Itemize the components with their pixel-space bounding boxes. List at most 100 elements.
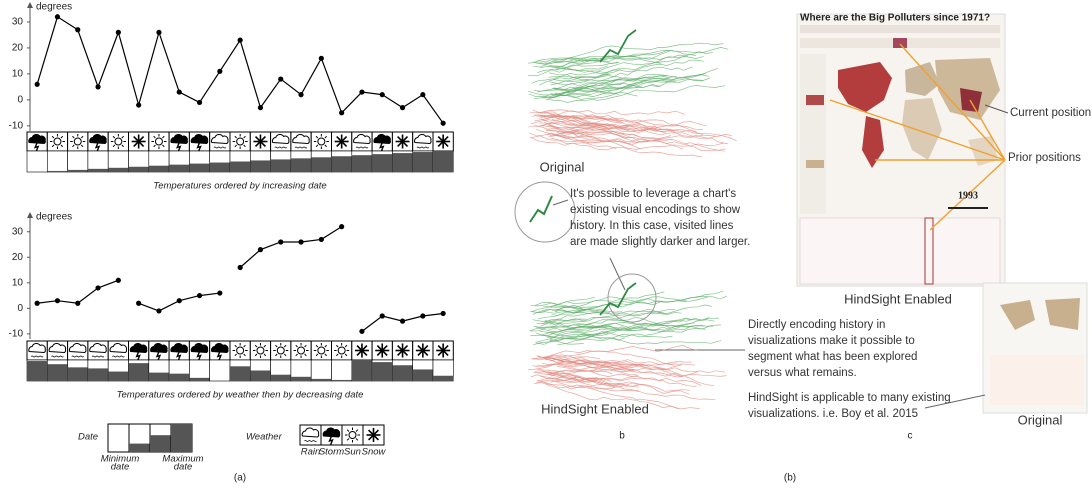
date-cell	[311, 360, 331, 381]
weather-icon	[375, 344, 389, 358]
legend-max-date: date	[174, 462, 193, 473]
date-bar	[392, 153, 412, 172]
date-bar	[149, 373, 169, 381]
date-bar	[413, 152, 433, 172]
panel-label: (b)	[784, 473, 796, 484]
country-list-selected	[806, 95, 824, 105]
date-cell	[332, 360, 352, 381]
annotation: visualizations make it possible to	[748, 335, 915, 347]
temperature-line	[240, 227, 342, 268]
temperature-point	[217, 69, 222, 74]
sun	[155, 138, 162, 145]
weather-icon	[132, 135, 146, 149]
original-history	[990, 355, 1084, 405]
date-cell	[47, 151, 67, 172]
date-bar	[47, 171, 67, 172]
date-bar	[88, 368, 108, 381]
weather-icon	[111, 134, 126, 149]
y-tick-label: 30	[12, 226, 24, 237]
weather-icon	[345, 428, 360, 443]
weather-icon	[396, 135, 410, 149]
date-bar	[129, 167, 149, 172]
date-bar	[169, 165, 189, 172]
temperature-point	[177, 89, 182, 94]
weather-icon	[396, 344, 410, 358]
visited-zoom	[530, 196, 552, 222]
country-list	[800, 54, 826, 214]
temperature-point	[197, 100, 202, 105]
date-bar	[108, 168, 128, 172]
temperature-point	[156, 30, 161, 35]
history-chart	[800, 218, 1000, 284]
legend-date-bar	[171, 424, 192, 452]
temperature-line	[37, 17, 443, 123]
y-tick-label: 30	[12, 17, 24, 28]
temperature-point	[136, 301, 141, 306]
date-bar	[169, 374, 189, 381]
date-bar	[352, 360, 372, 381]
temperature-point	[197, 293, 202, 298]
temperature-point	[116, 30, 121, 35]
date-bar	[372, 154, 392, 172]
date-bar	[88, 169, 108, 172]
temperature-point	[380, 92, 385, 97]
y-axis-label: degrees	[36, 2, 72, 13]
y-axis-label: degrees	[36, 212, 72, 223]
weather-icon	[436, 135, 450, 149]
enabled-label: HindSight Enabled	[541, 401, 649, 416]
temperature-point	[298, 92, 303, 97]
date-bar	[271, 375, 291, 381]
prior-positions: Prior positions	[1008, 152, 1081, 164]
temperature-point	[278, 76, 283, 81]
sun	[74, 138, 81, 145]
weather-icon	[294, 343, 309, 358]
temperature-point	[400, 319, 405, 324]
legend-title: Weather	[246, 432, 283, 443]
annotation: It's possible to leverage a chart's	[570, 188, 736, 200]
date-bar	[352, 155, 372, 172]
weather-icon	[367, 428, 381, 442]
year-strip-current	[893, 38, 907, 48]
date-bar	[433, 151, 453, 172]
chart-caption: Temperatures ordered by increasing date	[153, 181, 326, 192]
date-bar	[189, 164, 209, 172]
year: 1993	[958, 190, 978, 201]
legend-weather-label: Sun	[344, 447, 361, 458]
y-tick-label: 20	[12, 252, 24, 263]
y-tick-label: -10	[9, 329, 24, 340]
temperature-point	[35, 301, 40, 306]
sun	[115, 138, 122, 145]
legend-weather-label: Storm	[319, 447, 344, 458]
sub-label: b	[619, 431, 625, 442]
temperature-point	[339, 110, 344, 115]
date-bar	[433, 376, 453, 381]
country-list-selected	[806, 160, 824, 168]
temperature-point	[35, 82, 40, 87]
y-tick-label: 10	[12, 69, 24, 80]
date-bar	[250, 371, 270, 382]
annotation: HindSight is applicable to many existing	[748, 392, 951, 404]
sun	[257, 347, 264, 354]
sun	[237, 347, 244, 354]
legend-date-bar	[129, 444, 150, 452]
date-bar	[291, 158, 311, 172]
date-bar	[27, 361, 47, 381]
temperature-point	[116, 278, 121, 283]
temperature-point	[55, 298, 60, 303]
date-bar	[210, 163, 230, 172]
annotation: versus what remains.	[748, 367, 857, 379]
date-cell	[210, 360, 230, 381]
date-bar	[271, 159, 291, 172]
weather-icon	[416, 344, 430, 358]
date-bar	[332, 156, 352, 172]
date-bar	[291, 377, 311, 381]
sun	[54, 138, 61, 145]
weather-icon	[151, 134, 166, 149]
temperature-point	[278, 239, 283, 244]
figure: degrees-100102030Temperatures ordered by…	[0, 0, 1092, 489]
weather-icon	[436, 344, 450, 358]
trajectory	[553, 76, 676, 80]
date-cell	[27, 151, 47, 172]
weather-icon	[355, 344, 369, 358]
